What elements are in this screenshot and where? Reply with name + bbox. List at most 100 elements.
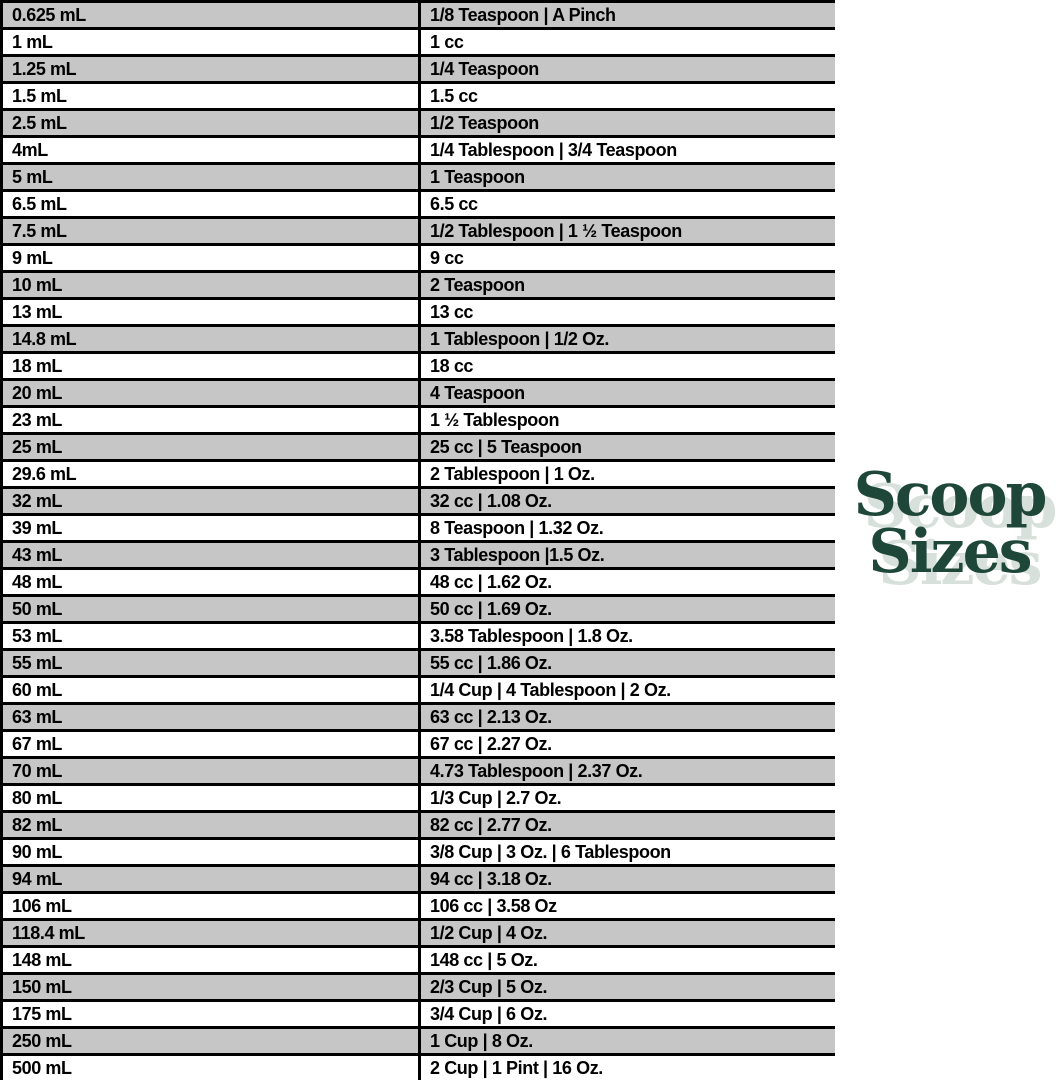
cell-milliliters: 20 mL <box>0 378 421 408</box>
cell-equivalent: 1/3 Cup | 2.7 Oz. <box>418 783 835 813</box>
table-row: 32 mL 32 cc | 1.08 Oz. <box>0 486 835 516</box>
cell-milliliters: 118.4 mL <box>0 918 421 948</box>
conversion-table-body: 0.625 mL 1/8 Teaspoon | A Pinch 1 mL 1 cc 1.… <box>0 0 835 1080</box>
cell-equivalent: 1.5 cc <box>418 81 835 111</box>
cell-milliliters: 250 mL <box>0 1026 421 1056</box>
cell-milliliters: 50 mL <box>0 594 421 624</box>
table-row: 0.625 mL 1/8 Teaspoon | A Pinch <box>0 0 835 30</box>
table-row: 5 mL 1 Teaspoon <box>0 162 835 192</box>
cell-equivalent: 2 Tablespoon | 1 Oz. <box>418 459 835 489</box>
cell-milliliters: 60 mL <box>0 675 421 705</box>
cell-equivalent: 3/8 Cup | 3 Oz. | 6 Tablespoon <box>418 837 835 867</box>
cell-equivalent: 2 Teaspoon <box>418 270 835 300</box>
cell-equivalent: 2/3 Cup | 5 Oz. <box>418 972 835 1002</box>
table-row: 39 mL 8 Teaspoon | 1.32 Oz. <box>0 513 835 543</box>
cell-milliliters: 4mL <box>0 135 421 165</box>
cell-equivalent: 18 cc <box>418 351 835 381</box>
cell-milliliters: 2.5 mL <box>0 108 421 138</box>
cell-equivalent: 25 cc | 5 Teaspoon <box>418 432 835 462</box>
logo-word-sizes: Sizes <box>868 517 1032 587</box>
cell-milliliters: 82 mL <box>0 810 421 840</box>
cell-equivalent: 1/2 Cup | 4 Oz. <box>418 918 835 948</box>
cell-milliliters: 25 mL <box>0 432 421 462</box>
cell-equivalent: 9 cc <box>418 243 835 273</box>
table-row: 500 mL 2 Cup | 1 Pint | 16 Oz. <box>0 1053 835 1080</box>
cell-milliliters: 32 mL <box>0 486 421 516</box>
cell-equivalent: 48 cc | 1.62 Oz. <box>418 567 835 597</box>
cell-equivalent: 32 cc | 1.08 Oz. <box>418 486 835 516</box>
cell-milliliters: 80 mL <box>0 783 421 813</box>
table-row: 1 mL 1 cc <box>0 27 835 57</box>
cell-equivalent: 3 Tablespoon |1.5 Oz. <box>418 540 835 570</box>
cell-equivalent: 1/8 Teaspoon | A Pinch <box>418 0 835 30</box>
table-row: 94 mL 94 cc | 3.18 Oz. <box>0 864 835 894</box>
cell-milliliters: 67 mL <box>0 729 421 759</box>
cell-milliliters: 18 mL <box>0 351 421 381</box>
cell-equivalent: 1/4 Tablespoon | 3/4 Teaspoon <box>418 135 835 165</box>
table-row: 18 mL 18 cc <box>0 351 835 381</box>
table-row: 48 mL 48 cc | 1.62 Oz. <box>0 567 835 597</box>
cell-equivalent: 1 cc <box>418 27 835 57</box>
table-row: 20 mL 4 Teaspoon <box>0 378 835 408</box>
cell-milliliters: 63 mL <box>0 702 421 732</box>
cell-milliliters: 53 mL <box>0 621 421 651</box>
cell-milliliters: 39 mL <box>0 513 421 543</box>
cell-milliliters: 148 mL <box>0 945 421 975</box>
table-row: 2.5 mL 1/2 Teaspoon <box>0 108 835 138</box>
cell-milliliters: 500 mL <box>0 1053 421 1080</box>
table-row: 175 mL 3/4 Cup | 6 Oz. <box>0 999 835 1029</box>
table-row: 10 mL 2 Teaspoon <box>0 270 835 300</box>
cell-equivalent: 82 cc | 2.77 Oz. <box>418 810 835 840</box>
cell-milliliters: 9 mL <box>0 243 421 273</box>
cell-milliliters: 48 mL <box>0 567 421 597</box>
cell-milliliters: 55 mL <box>0 648 421 678</box>
table-row: 90 mL 3/8 Cup | 3 Oz. | 6 Tablespoon <box>0 837 835 867</box>
table-row: 50 mL 50 cc | 1.69 Oz. <box>0 594 835 624</box>
table-row: 43 mL 3 Tablespoon |1.5 Oz. <box>0 540 835 570</box>
table-row: 6.5 mL 6.5 cc <box>0 189 835 219</box>
cell-equivalent: 50 cc | 1.69 Oz. <box>418 594 835 624</box>
cell-milliliters: 6.5 mL <box>0 189 421 219</box>
cell-equivalent: 4 Teaspoon <box>418 378 835 408</box>
cell-equivalent: 3/4 Cup | 6 Oz. <box>418 999 835 1029</box>
table-row: 118.4 mL 1/2 Cup | 4 Oz. <box>0 918 835 948</box>
cell-equivalent: 1 Teaspoon <box>418 162 835 192</box>
cell-equivalent: 1 ½ Tablespoon <box>418 405 835 435</box>
table-row: 53 mL 3.58 Tablespoon | 1.8 Oz. <box>0 621 835 651</box>
table-row: 60 mL 1/4 Cup | 4 Tablespoon | 2 Oz. <box>0 675 835 705</box>
table-row: 9 mL 9 cc <box>0 243 835 273</box>
cell-milliliters: 23 mL <box>0 405 421 435</box>
table-row: 82 mL 82 cc | 2.77 Oz. <box>0 810 835 840</box>
table-row: 23 mL 1 ½ Tablespoon <box>0 405 835 435</box>
cell-equivalent: 8 Teaspoon | 1.32 Oz. <box>418 513 835 543</box>
table-row: 4mL 1/4 Tablespoon | 3/4 Teaspoon <box>0 135 835 165</box>
cell-milliliters: 1.25 mL <box>0 54 421 84</box>
cell-milliliters: 1.5 mL <box>0 81 421 111</box>
table-row: 13 mL 13 cc <box>0 297 835 327</box>
cell-milliliters: 1 mL <box>0 27 421 57</box>
cell-milliliters: 0.625 mL <box>0 0 421 30</box>
cell-milliliters: 43 mL <box>0 540 421 570</box>
cell-equivalent: 1/2 Teaspoon <box>418 108 835 138</box>
cell-milliliters: 94 mL <box>0 864 421 894</box>
cell-milliliters: 10 mL <box>0 270 421 300</box>
conversion-table: 0.625 mL 1/8 Teaspoon | A Pinch 1 mL 1 cc 1.… <box>0 0 835 1080</box>
table-row: 106 mL 106 cc | 3.58 Oz <box>0 891 835 921</box>
table-row: 29.6 mL 2 Tablespoon | 1 Oz. <box>0 459 835 489</box>
cell-milliliters: 90 mL <box>0 837 421 867</box>
table-row: 7.5 mL 1/2 Tablespoon | 1 ½ Teaspoon <box>0 216 835 246</box>
cell-equivalent: 4.73 Tablespoon | 2.37 Oz. <box>418 756 835 786</box>
table-row: 250 mL 1 Cup | 8 Oz. <box>0 1026 835 1056</box>
cell-milliliters: 13 mL <box>0 297 421 327</box>
logo-word-scoop: Scoop <box>853 460 1048 530</box>
cell-equivalent: 94 cc | 3.18 Oz. <box>418 864 835 894</box>
cell-equivalent: 13 cc <box>418 297 835 327</box>
cell-milliliters: 14.8 mL <box>0 324 421 354</box>
cell-milliliters: 29.6 mL <box>0 459 421 489</box>
cell-milliliters: 5 mL <box>0 162 421 192</box>
table-row: 70 mL 4.73 Tablespoon | 2.37 Oz. <box>0 756 835 786</box>
table-row: 1.5 mL 1.5 cc <box>0 81 835 111</box>
cell-milliliters: 150 mL <box>0 972 421 1002</box>
cell-equivalent: 1 Cup | 8 Oz. <box>418 1026 835 1056</box>
